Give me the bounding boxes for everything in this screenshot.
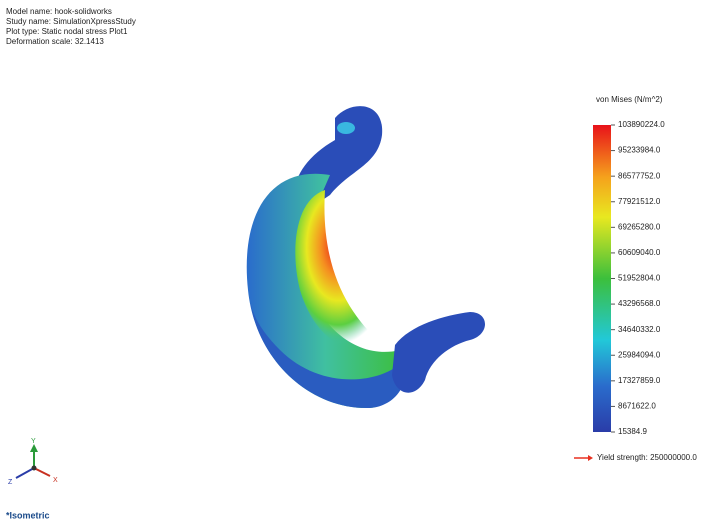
- axis-z-label: Z: [8, 479, 13, 486]
- legend-label: 103890224.0: [618, 120, 665, 129]
- header-line: Plot type: Static nodal stress Plot1: [6, 27, 128, 36]
- legend-title: von Mises (N/m^2): [596, 95, 663, 104]
- legend-label: 95233984.0: [618, 146, 661, 155]
- yield-arrow-head: [588, 455, 593, 461]
- legend-label: 86577752.0: [618, 171, 661, 180]
- header-line: Model name: hook-solidworks: [6, 7, 112, 16]
- legend-label: 77921512.0: [618, 197, 661, 206]
- header-line: Study name: SimulationXpressStudy: [6, 17, 136, 26]
- legend-label: 25984094.0: [618, 350, 661, 359]
- legend-label: 60609040.0: [618, 248, 661, 257]
- legend-label: 69265280.0: [618, 222, 661, 231]
- screen: Model name: hook-solidworks Study name: …: [0, 0, 720, 526]
- yield-strength: Yield strength: 250000000.0: [597, 453, 697, 462]
- hook-model: [247, 106, 485, 408]
- header-line: Deformation scale: 32.1413: [6, 37, 104, 46]
- axis-triad: Y X Z: [8, 438, 58, 486]
- legend-label: 43296568.0: [618, 299, 661, 308]
- legend-labels: 103890224.0 95233984.0 86577752.0 77921512.…: [611, 120, 665, 436]
- legend-label: 15384.9: [618, 427, 647, 436]
- legend-label: 17327859.0: [618, 376, 661, 385]
- view-label: *Isometric: [6, 510, 50, 520]
- axis-x-label: X: [53, 477, 58, 484]
- legend-label: 51952804.0: [618, 274, 661, 283]
- axis-y-label: Y: [31, 438, 36, 445]
- color-bar: [593, 125, 611, 432]
- legend-label: 8671622.0: [618, 402, 656, 411]
- legend-label: 34640332.0: [618, 325, 661, 334]
- plot-view: Model name: hook-solidworks Study name: …: [0, 0, 720, 526]
